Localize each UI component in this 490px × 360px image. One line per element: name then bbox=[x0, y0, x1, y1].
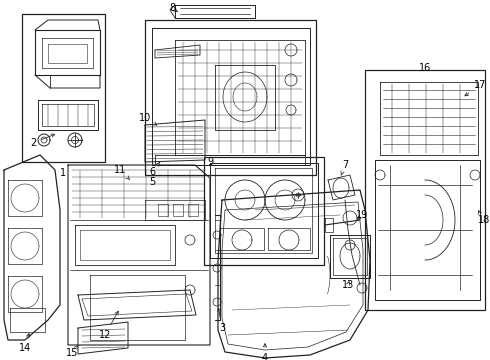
Text: 17: 17 bbox=[465, 80, 486, 96]
Text: 19: 19 bbox=[356, 210, 368, 220]
Text: 13: 13 bbox=[342, 280, 354, 290]
Bar bbox=[22, 14, 105, 162]
Text: 7: 7 bbox=[341, 160, 348, 175]
Text: 6: 6 bbox=[149, 162, 160, 177]
Text: 16: 16 bbox=[419, 63, 431, 73]
Text: 1: 1 bbox=[60, 168, 66, 178]
Bar bbox=[145, 20, 316, 175]
Text: 3: 3 bbox=[218, 309, 225, 333]
Text: 5: 5 bbox=[149, 177, 155, 187]
Text: 4: 4 bbox=[262, 344, 268, 360]
Text: 8: 8 bbox=[169, 3, 178, 13]
Text: 18: 18 bbox=[478, 211, 490, 225]
Bar bbox=[365, 70, 485, 310]
Text: 10: 10 bbox=[139, 113, 157, 125]
Text: 11: 11 bbox=[114, 165, 130, 180]
Text: 14: 14 bbox=[19, 333, 31, 353]
Text: 2: 2 bbox=[30, 134, 54, 148]
Text: 15: 15 bbox=[66, 345, 78, 358]
Bar bbox=[204, 157, 324, 265]
Text: 9: 9 bbox=[207, 157, 213, 167]
Text: 12: 12 bbox=[99, 311, 118, 340]
